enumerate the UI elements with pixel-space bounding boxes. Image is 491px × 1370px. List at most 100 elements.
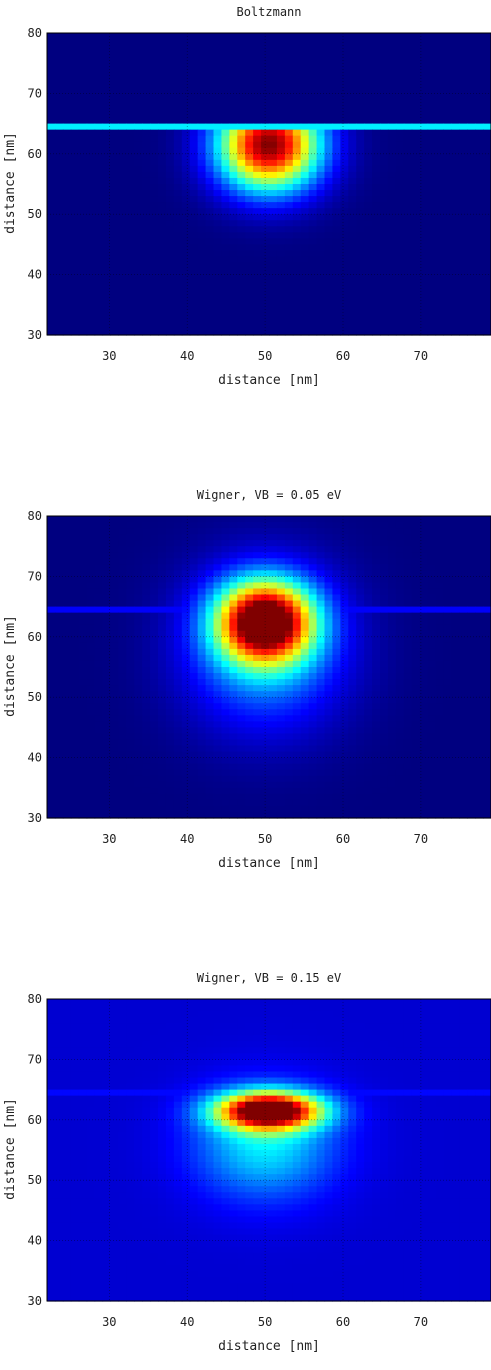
heatmap-cell [79,33,88,40]
heatmap-cell [221,63,230,70]
heatmap-cell [285,643,294,650]
heatmap-cell [190,679,199,686]
heatmap-cell [245,311,254,318]
heatmap-cell [436,619,445,626]
heatmap-cell [285,232,294,239]
heatmap-cell [269,75,278,82]
heatmap-cell [126,220,135,227]
heatmap-cell [198,238,207,245]
heatmap-cell [79,39,88,46]
heatmap-cell [229,305,238,312]
heatmap-cell [110,721,119,728]
heatmap-cell [459,99,468,106]
heatmap-cell [174,721,183,728]
heatmap-cell [436,118,445,125]
heatmap-cell [436,582,445,589]
heatmap-cell [190,625,199,632]
heatmap-cell [412,130,421,137]
heatmap-cell [142,625,151,632]
heatmap-cell [356,190,365,197]
heatmap-cell [396,148,405,155]
heatmap-cell [451,564,460,571]
heatmap-cell [293,63,302,70]
heatmap-cell [467,613,476,620]
heatmap-cell [237,293,246,300]
heatmap-cell [396,703,405,710]
heatmap-cell [269,136,278,143]
heatmap-cell [428,305,437,312]
heatmap-cell [103,739,112,746]
heatmap-cell [467,739,476,746]
heatmap-cell [348,154,357,161]
heatmap-cell [182,564,191,571]
heatmap-cell [55,148,64,155]
heatmap-cell [190,697,199,704]
heatmap-cell [285,613,294,620]
heatmap-cell [237,136,246,143]
heatmap-cell [126,263,135,270]
heatmap-cell [221,305,230,312]
heatmap-cell [269,697,278,704]
heatmap-cell [396,166,405,173]
heatmap-cell [47,232,56,239]
heatmap-cell [118,661,127,668]
heatmap-cell [420,299,429,306]
heatmap-cell [229,582,238,589]
heatmap-cell [134,697,143,704]
heatmap-cell [388,39,397,46]
heatmap-cell [190,546,199,553]
heatmap-cell [269,715,278,722]
heatmap-cell [166,715,175,722]
heatmap-cell [309,275,318,282]
heatmap-cell [483,196,491,203]
heatmap-cell [332,607,341,614]
heatmap-cell [436,546,445,553]
heatmap-cell [55,534,64,541]
heatmap-cell [253,727,262,734]
heatmap-cell [95,601,104,608]
heatmap-cell [293,570,302,577]
heatmap-cell [325,552,334,559]
heatmap-cell [206,576,215,583]
heatmap-cell [483,625,491,632]
heatmap-cell [388,643,397,650]
heatmap-cell [412,679,421,686]
heatmap-cell [451,528,460,535]
heatmap-cell [412,323,421,330]
heatmap-cell [174,558,183,565]
heatmap-cell [198,196,207,203]
heatmap-cell [87,81,96,88]
heatmap-cell [253,250,262,257]
heatmap-cell [356,625,365,632]
heatmap-cell [63,39,72,46]
heatmap-cell [245,33,254,40]
heatmap-cell [301,540,310,547]
heatmap-cell [348,709,357,716]
heatmap-cell [134,190,143,197]
heatmap-cell [245,733,254,740]
heatmap-cell [451,601,460,608]
heatmap-cell [483,697,491,704]
heatmap-cell [340,691,349,698]
heatmap-cell [253,721,262,728]
heatmap-cell [372,685,381,692]
heatmap-cell [340,166,349,173]
heatmap-cell [261,299,270,306]
y-tick-label: 30 [28,328,42,342]
heatmap-cell [325,582,334,589]
heatmap-cell [483,739,491,746]
heatmap-cell [428,184,437,191]
heatmap-cell [47,649,56,656]
heatmap-cell [150,63,159,70]
heatmap-cell [221,256,230,263]
heatmap-cell [206,172,215,179]
heatmap-cell [293,196,302,203]
heatmap-cell [309,293,318,300]
heatmap-cell [483,263,491,270]
heatmap-cell [166,661,175,668]
heatmap-cell [206,178,215,185]
heatmap-cell [142,534,151,541]
heatmap-cell [436,739,445,746]
heatmap-cell [198,727,207,734]
heatmap-cell [103,305,112,312]
